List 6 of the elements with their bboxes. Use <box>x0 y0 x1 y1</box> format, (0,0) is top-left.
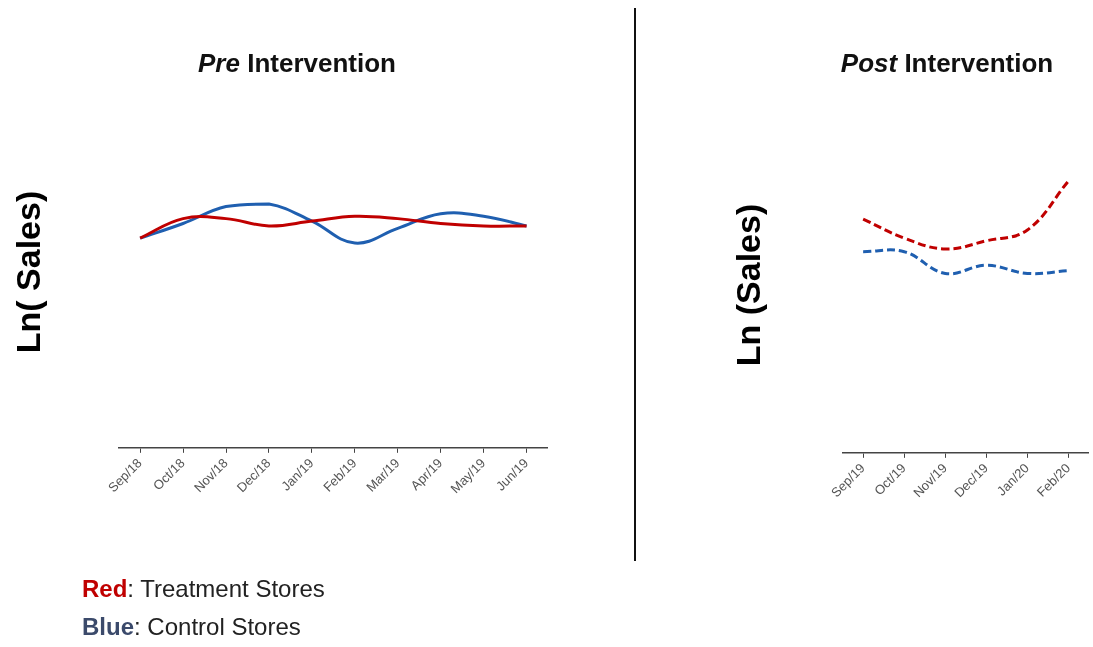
text: Red: Treatment Stores <box>82 575 325 603</box>
chart-title: Pre Intervention <box>198 48 396 79</box>
y-axis-title: Ln (Sales) <box>728 203 768 367</box>
text: Blue: Control Stores <box>82 613 301 641</box>
y-axis-title: Ln( Sales) <box>8 190 48 354</box>
chart-title: Post Intervention <box>840 48 1054 79</box>
